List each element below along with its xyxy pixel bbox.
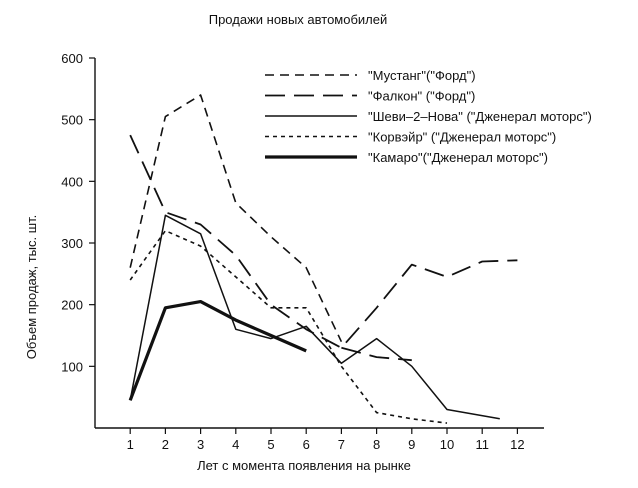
x-tick-label: 2 [162, 437, 169, 452]
legend-label: "Фалкон" ("Форд") [368, 89, 475, 104]
series-line-4 [128, 300, 307, 401]
series-lines [128, 94, 518, 424]
x-tick-label: 12 [510, 437, 524, 452]
legend-label: "Камаро"("Дженерал моторс") [368, 150, 548, 165]
x-axis-label: Лет с момента появления на рынке [197, 458, 411, 473]
x-tick-label: 5 [267, 437, 274, 452]
legend-label: "Корвэйр" ("Дженерал моторс") [368, 130, 556, 145]
series-line-0 [129, 94, 343, 343]
x-tick-label: 6 [303, 437, 310, 452]
y-tick-label: 500 [61, 113, 83, 128]
x-tick-label: 3 [197, 437, 204, 452]
x-tick-label: 4 [232, 437, 239, 452]
chart-title: Продажи новых автомобилей [209, 12, 388, 27]
series-line-1 [129, 134, 518, 349]
y-tick-label: 200 [61, 298, 83, 313]
series-line-5 [341, 346, 412, 362]
x-tick-label: 8 [373, 437, 380, 452]
y-tick-label: 600 [61, 51, 83, 66]
y-tick-label: 400 [61, 174, 83, 189]
x-tick-label: 1 [127, 437, 134, 452]
x-ticks: 1 2 3 4 5 6 7 8 9 10 11 12 [127, 428, 525, 452]
legend-label: "Мустанг"("Форд") [368, 68, 476, 83]
x-tick-label: 7 [338, 437, 345, 452]
series-line-3 [129, 229, 448, 424]
x-tick-label: 9 [408, 437, 415, 452]
y-tick-label: 300 [61, 236, 83, 251]
x-tick-label: 10 [440, 437, 454, 452]
legend: "Мустанг"("Форд") "Фалкон" ("Форд") "Шеви–… [265, 68, 592, 165]
series-line-2 [129, 214, 500, 420]
y-axis-label: Объем продаж, тыс. шт. [24, 215, 39, 360]
x-tick-label: 11 [475, 437, 489, 452]
y-ticks: 100 200 300 400 500 600 [61, 51, 95, 374]
legend-label: "Шеви–2–Нова" ("Дженерал моторс") [368, 109, 592, 124]
y-tick-label: 100 [61, 359, 83, 374]
